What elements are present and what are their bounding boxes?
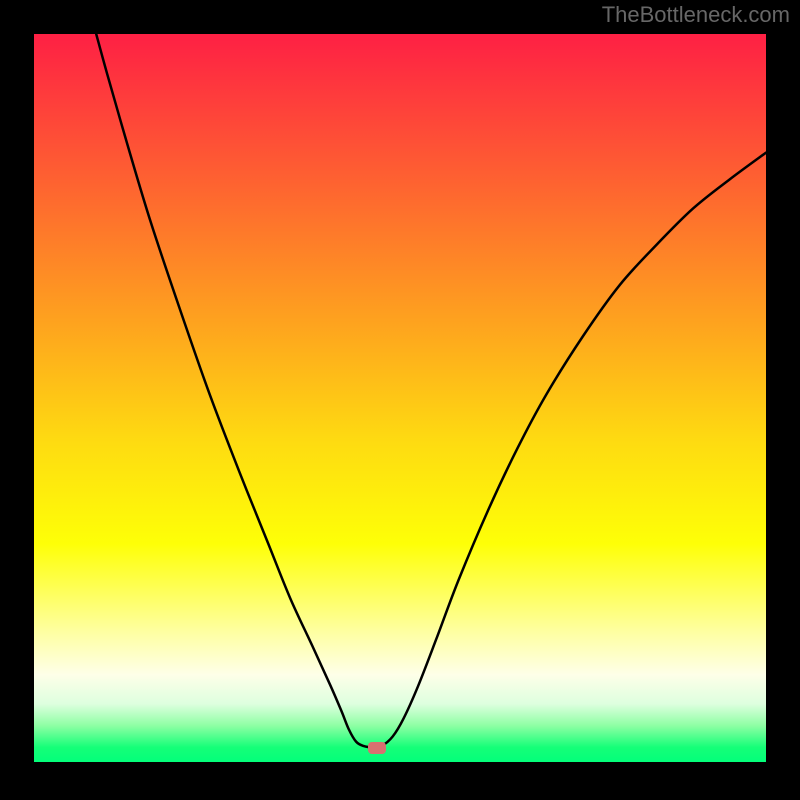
watermark-text: TheBottleneck.com [602, 2, 790, 28]
chart-gradient-background [34, 34, 766, 762]
optimum-marker [368, 742, 386, 754]
bottleneck-curve [34, 34, 766, 762]
chart-plot-area [30, 30, 770, 766]
curve-path [96, 34, 766, 747]
